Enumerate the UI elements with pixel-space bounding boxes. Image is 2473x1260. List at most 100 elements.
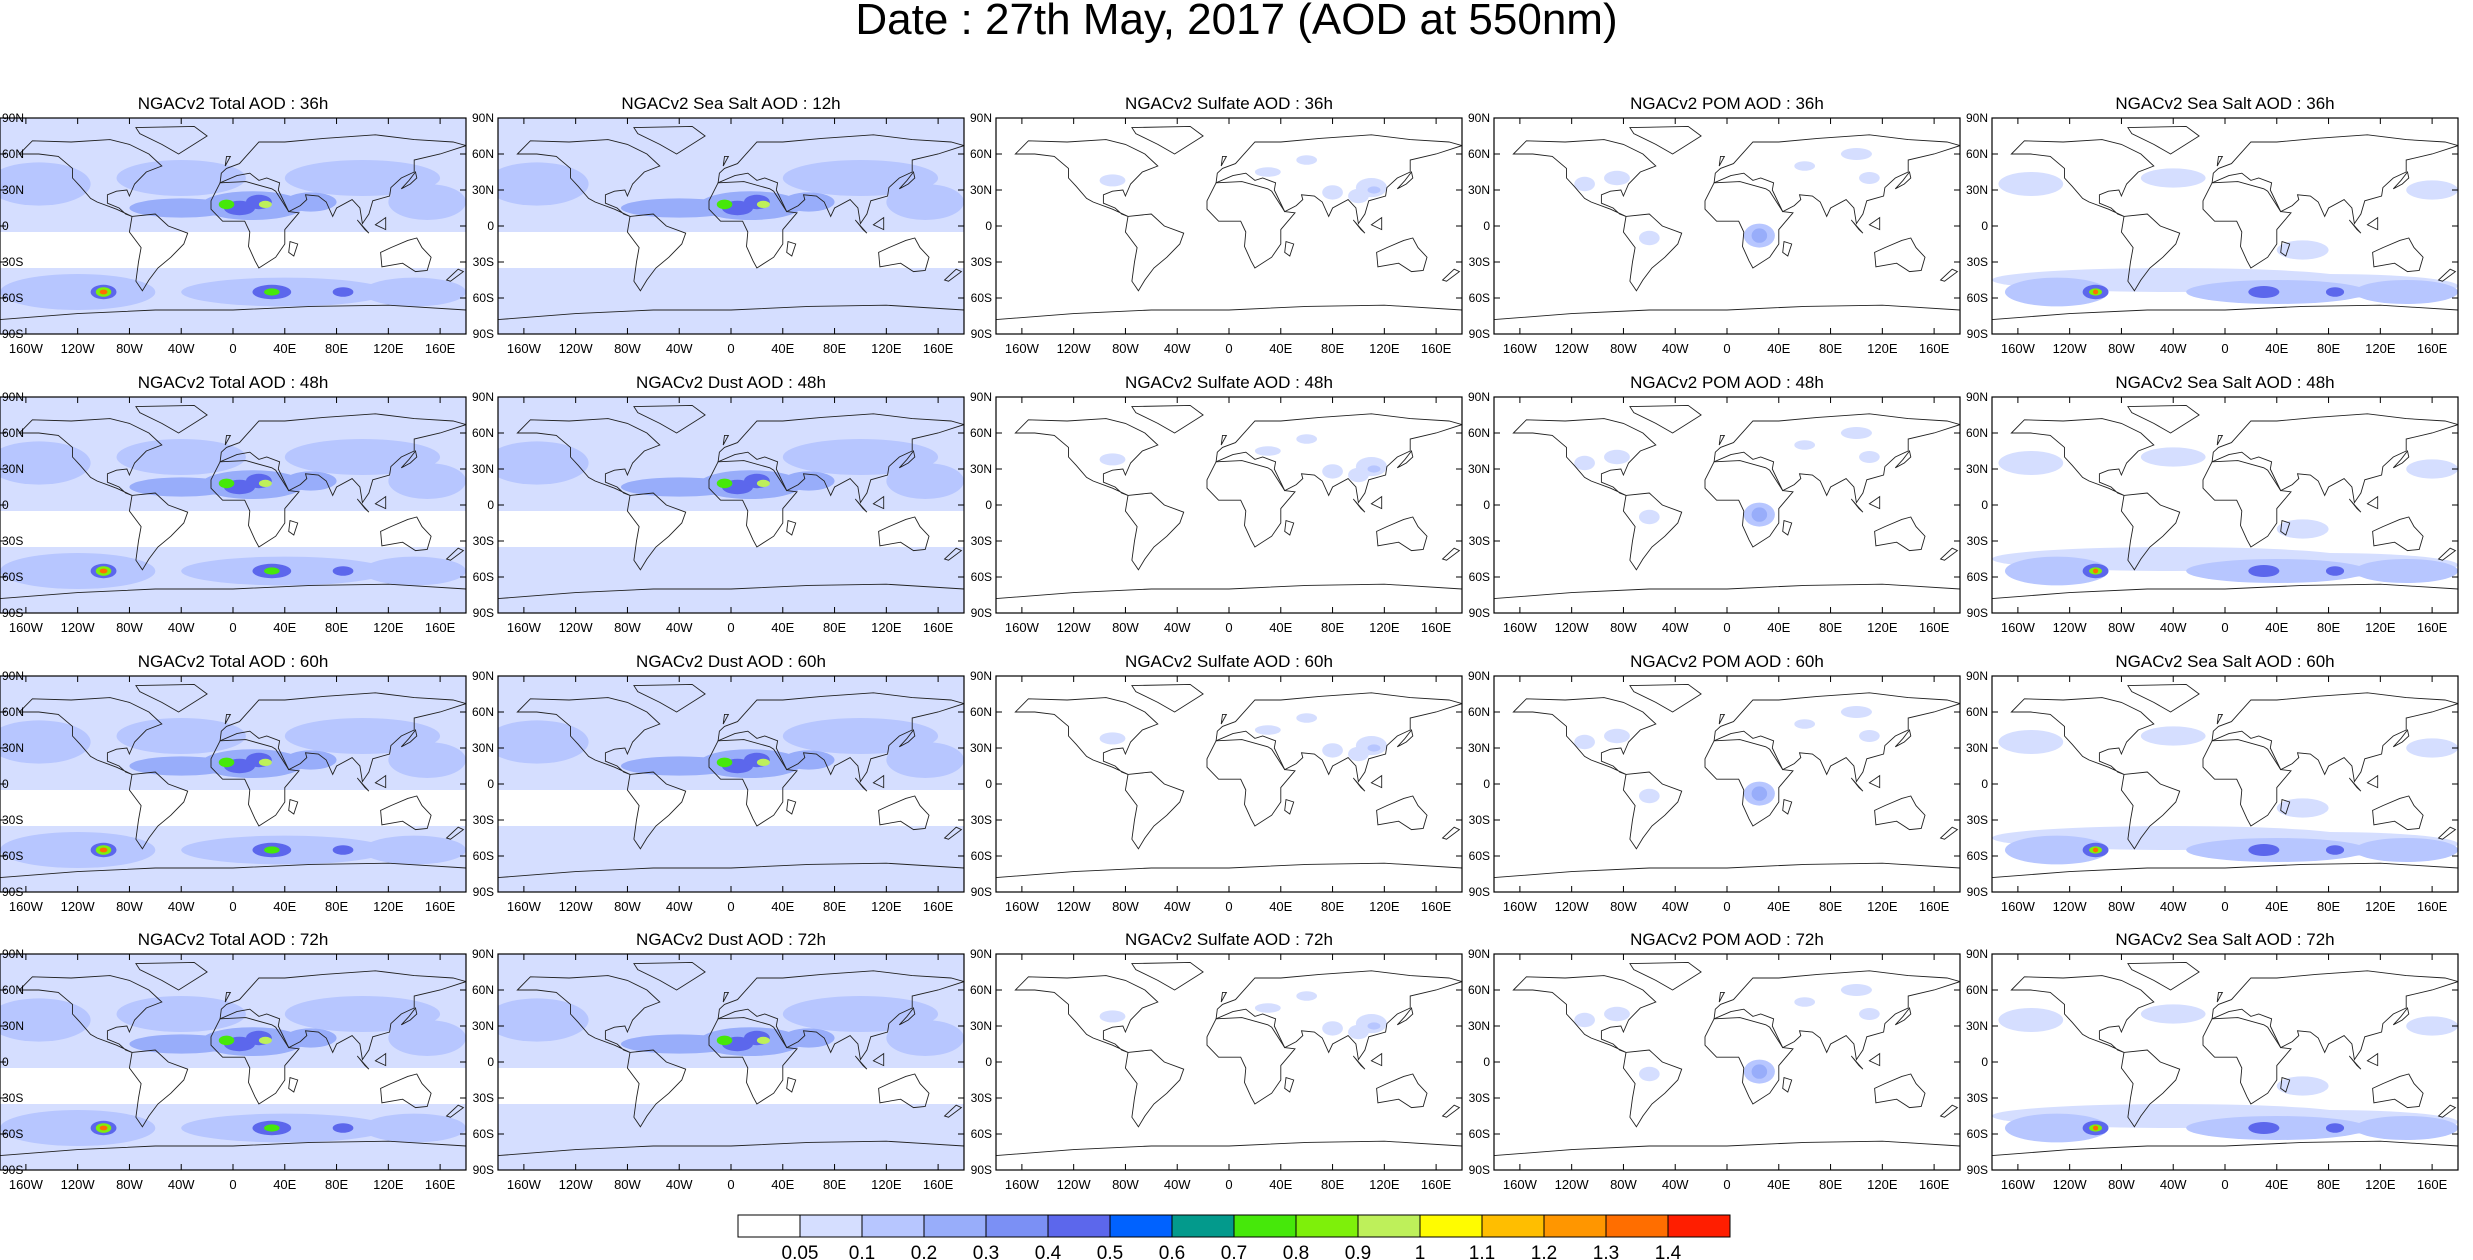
lon-tick-label: 80W	[1610, 620, 1637, 635]
map-panel: NGACv2 Sea Salt AOD : 72h 90N 60N 30N 0 30S 60…	[1966, 930, 2459, 1192]
aod-field	[996, 397, 1462, 613]
coastline	[996, 1140, 1462, 1170]
coastline	[2211, 970, 2458, 1061]
aod-plume	[116, 439, 246, 475]
lon-tick-label: 120E	[1369, 899, 1400, 914]
lat-tick-label: 60N	[1966, 983, 1988, 997]
coastline	[2392, 449, 2410, 469]
lon-tick-label: 160W	[9, 899, 44, 914]
lon-tick-label: 160W	[9, 1177, 44, 1192]
coastline	[2211, 413, 2458, 504]
coastline	[445, 826, 465, 840]
lon-tick-label: 120W	[1057, 620, 1092, 635]
lon-tick-label: 0	[229, 1177, 236, 1192]
coastline	[219, 134, 466, 225]
lat-tick-label: 0	[985, 777, 992, 791]
lat-tick-label: 30S	[1967, 255, 1988, 269]
lon-tick-label: 40W	[1662, 620, 1689, 635]
lat-tick-label: 90N	[2, 390, 24, 404]
coastline	[445, 1104, 465, 1118]
lon-tick-label: 160W	[1503, 899, 1538, 914]
lat-tick-label: 90S	[1469, 1163, 1490, 1177]
coastline	[356, 1055, 370, 1070]
coastline	[1396, 728, 1414, 748]
aod-plume	[716, 1035, 733, 1046]
coastline	[1713, 413, 1960, 504]
lon-tick-label: 120W	[1555, 899, 1590, 914]
lon-tick-label: 120E	[1369, 620, 1400, 635]
aod-plume	[782, 996, 939, 1032]
aod-plume	[362, 277, 466, 307]
coastline	[2372, 516, 2424, 552]
aod-plume	[1638, 509, 1660, 525]
coastline	[1850, 777, 1864, 792]
aod-plume	[1998, 451, 2064, 475]
aod-plume	[99, 847, 108, 853]
coastline	[219, 413, 466, 504]
panel-title: NGACv2 POM AOD : 48h	[1630, 373, 1824, 392]
coastline	[18, 697, 163, 775]
lon-tick-label: 80E	[2317, 341, 2340, 356]
lat-tick-label: 90N	[2, 669, 24, 683]
lat-tick-label: 30N	[970, 741, 992, 755]
coastline	[1396, 170, 1414, 190]
aod-plume	[258, 479, 272, 487]
aod-plume	[332, 287, 354, 297]
lat-tick-label: 30N	[2, 462, 24, 476]
aod-plume	[218, 478, 235, 489]
coastline	[2010, 418, 2155, 496]
coastline	[1874, 237, 1926, 273]
lon-tick-label: 80W	[2108, 341, 2135, 356]
coastline	[626, 213, 687, 292]
map-panel: NGACv2 POM AOD : 60h 90N 60N 30N 0 30S 60S 90S 1…	[1468, 652, 1961, 914]
coastline	[135, 961, 208, 991]
coastline	[400, 1006, 418, 1026]
aod-plume	[1099, 732, 1126, 745]
coastline	[135, 683, 208, 713]
lon-tick-label: 40W	[1662, 341, 1689, 356]
coastline	[872, 1052, 885, 1067]
colorbar-label: 1.1	[1469, 1243, 1495, 1260]
aod-plume	[116, 996, 246, 1032]
lon-tick-label: 40E	[273, 1177, 296, 1192]
colorbar-label: 0.6	[1159, 1243, 1185, 1260]
lat-tick-label: 30S	[1469, 813, 1490, 827]
coastline	[1370, 1052, 1383, 1067]
aod-plume	[0, 998, 91, 1042]
lat-tick-label: 0	[1981, 498, 1988, 512]
lat-tick-label: 90N	[2, 111, 24, 125]
coastline	[1494, 304, 1960, 334]
coastline	[1131, 125, 1204, 155]
lon-tick-label: 40E	[771, 899, 794, 914]
coastline	[1220, 713, 1228, 725]
aod-plume	[782, 718, 939, 754]
coastline	[872, 495, 885, 510]
coastline	[2348, 219, 2362, 234]
lat-tick-label: 90N	[1468, 669, 1490, 683]
coastline	[1284, 520, 1295, 536]
coastline	[1014, 697, 1159, 775]
lon-tick-label: 160W	[9, 620, 44, 635]
coastline	[1441, 547, 1461, 561]
coastline	[380, 1073, 432, 1109]
coastline	[1704, 181, 1794, 269]
coastline	[0, 862, 466, 892]
aod-plume	[1751, 786, 1768, 801]
lon-tick-label: 40W	[1164, 341, 1191, 356]
lat-tick-label: 90N	[970, 390, 992, 404]
lon-tick-label: 80W	[1112, 341, 1139, 356]
coastline	[1014, 139, 1159, 217]
coastline	[516, 139, 661, 217]
lon-tick-label: 0	[1225, 341, 1232, 356]
coastline	[380, 516, 432, 552]
lat-tick-label: 60S	[473, 1127, 494, 1141]
lat-tick-label: 90N	[472, 111, 494, 125]
coastline	[1215, 413, 1462, 504]
panel-title: NGACv2 Sulfate AOD : 60h	[1125, 652, 1333, 671]
lon-tick-label: 120E	[1867, 341, 1898, 356]
aod-plume	[782, 439, 939, 475]
aod-plume	[2248, 286, 2280, 298]
coastline	[210, 1017, 300, 1105]
panel-title: NGACv2 POM AOD : 60h	[1630, 652, 1824, 671]
coastline	[400, 728, 418, 748]
